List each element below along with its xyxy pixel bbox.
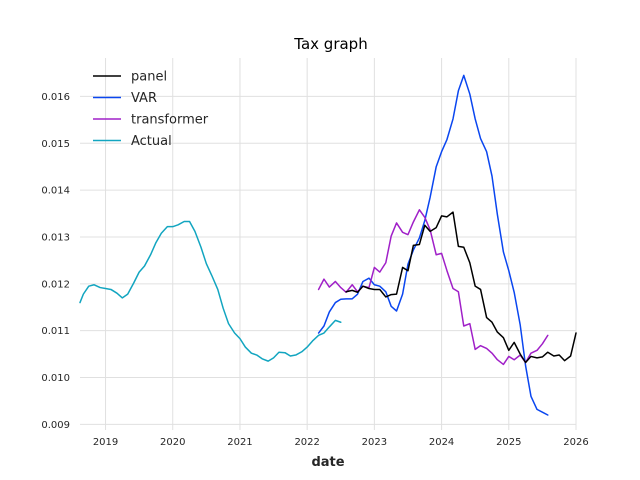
- x-tick-label: 2023: [362, 437, 387, 448]
- legend-label: Actual: [131, 134, 172, 149]
- series-line-var: [317, 74, 549, 416]
- series-line-actual: [79, 220, 342, 362]
- series-line-panel: [345, 211, 577, 364]
- x-tick-label: 2020: [160, 437, 185, 448]
- legend-label: VAR: [131, 91, 157, 106]
- chart-title: Tax graph: [293, 35, 367, 53]
- y-tick-label: 0.013: [41, 232, 70, 243]
- x-tick-labels: 2019 2020 2021 2022 2023 2024 2025 2026: [93, 437, 589, 448]
- x-axis-label: date: [311, 455, 344, 470]
- x-grid: [105, 58, 577, 430]
- x-tick-label: 2025: [496, 437, 521, 448]
- y-tick-label: 0.012: [41, 279, 70, 290]
- legend-label: transformer: [131, 113, 209, 128]
- y-tick-label: 0.010: [41, 373, 70, 384]
- y-tick-label: 0.015: [41, 139, 70, 150]
- series-line-transformer: [317, 209, 549, 366]
- legend-label: panel: [131, 70, 167, 85]
- x-tick-label: 2022: [294, 437, 319, 448]
- x-tick-label: 2026: [563, 437, 588, 448]
- y-tick-label: 0.009: [41, 420, 70, 431]
- y-tick-label: 0.014: [41, 186, 70, 197]
- x-tick-label: 2021: [227, 437, 252, 448]
- y-tick-label: 0.016: [41, 92, 70, 103]
- series-layer: [79, 74, 577, 416]
- x-tick-label: 2019: [93, 437, 118, 448]
- y-tick-labels: 0.009 0.010 0.011 0.012 0.013 0.014 0.015 0.016: [41, 92, 70, 431]
- x-tick-label: 2024: [429, 437, 454, 448]
- legend: panel VAR transformer Actual: [93, 70, 209, 149]
- y-tick-label: 0.011: [41, 326, 70, 337]
